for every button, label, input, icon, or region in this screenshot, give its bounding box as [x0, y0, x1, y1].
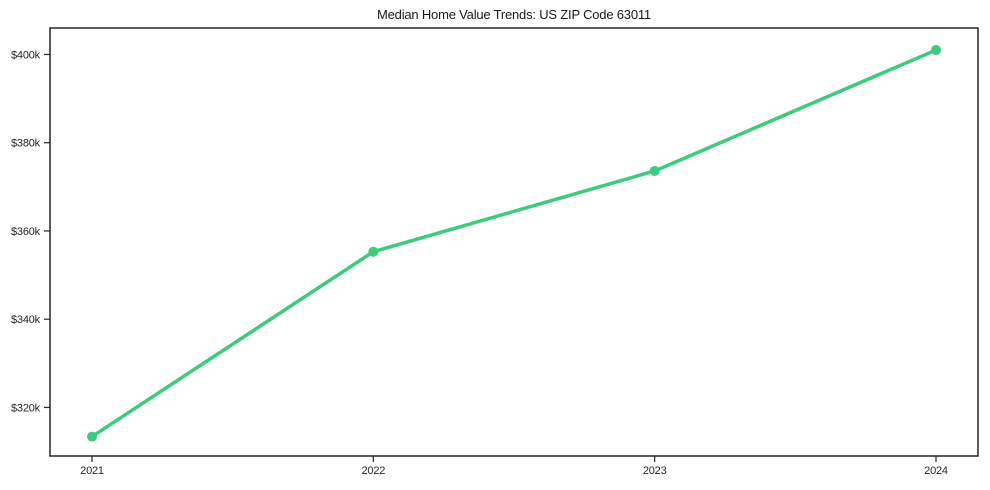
data-point-marker-2024	[931, 45, 941, 56]
x-tick-label: 2021	[80, 465, 104, 477]
x-tick-label: 2023	[643, 465, 667, 477]
y-tick-label: $380k	[11, 138, 41, 150]
y-tick-label: $340k	[11, 314, 41, 326]
chart-title: Median Home Value Trends: US ZIP Code 63…	[377, 7, 651, 22]
data-point-marker-2021	[87, 431, 97, 442]
y-tick-label: $320k	[11, 402, 41, 414]
y-tick-label: $360k	[11, 226, 41, 238]
y-tick-label: $400k	[11, 49, 41, 61]
x-tick-label: 2024	[924, 465, 948, 477]
data-point-marker-2023	[649, 165, 660, 176]
data-point-marker-2022	[368, 246, 379, 257]
x-tick-label: 2022	[361, 465, 385, 477]
trend-line	[90, 48, 938, 439]
plot-border	[49, 27, 979, 457]
